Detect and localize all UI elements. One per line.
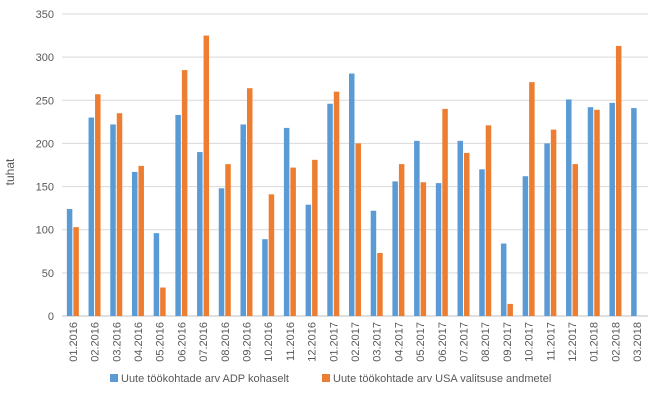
bar-adp-05.2017	[414, 140, 420, 316]
bar-adp-06.2016	[175, 114, 181, 316]
bar-usa-05.2016	[160, 287, 166, 316]
x-tick-label: 10.2016	[263, 322, 275, 362]
y-tick-label: 150	[36, 182, 54, 194]
x-tick-label: 05.2016	[155, 322, 167, 362]
bar-usa-01.2016	[73, 227, 79, 316]
bar-usa-02.2016	[95, 94, 101, 316]
bar-adp-01.2017	[327, 103, 333, 316]
bar-adp-12.2017	[566, 99, 572, 317]
bar-usa-02.2017	[355, 143, 361, 316]
bar-adp-04.2016	[131, 171, 138, 316]
y-tick-label: 200	[36, 138, 54, 150]
x-tick-label: 05.2017	[415, 322, 427, 362]
bar-usa-11.2017	[550, 129, 557, 316]
legend-label: Uute töökohtade arv USA valitsuse andmet…	[333, 373, 551, 385]
bar-usa-07.2016	[203, 35, 210, 316]
axes: 0 50 100 150 200 250 300 350 01.2016 02.2016 03.20…	[36, 9, 645, 362]
x-tick-label: 03.2017	[372, 322, 384, 362]
bar-adp-10.2016	[262, 239, 268, 316]
bar-usa-09.2017	[507, 303, 513, 316]
bar-adp-12.2016	[305, 204, 312, 316]
bars	[66, 35, 637, 317]
bar-usa-01.2017	[333, 91, 340, 317]
bar-usa-09.2016	[246, 88, 253, 316]
bar-usa-06.2017	[442, 108, 448, 317]
bar-usa-08.2016	[225, 164, 231, 316]
x-tick-label: 04.2016	[133, 322, 145, 362]
y-tick-label: 100	[36, 225, 54, 237]
x-tick-label: 06.2017	[437, 322, 449, 362]
bar-usa-04.2016	[138, 165, 144, 316]
bar-adp-04.2017	[392, 181, 398, 316]
x-tick-label: 03.2016	[111, 322, 123, 362]
x-tick-label: 10.2017	[524, 322, 536, 362]
bar-usa-06.2016	[181, 70, 188, 316]
x-tick-label: 12.2017	[567, 322, 579, 362]
legend-swatch	[322, 374, 330, 382]
bar-usa-08.2017	[485, 125, 492, 317]
x-tick-label: 11.2017	[545, 322, 557, 361]
x-tick-label: 08.2016	[220, 322, 232, 362]
bar-adp-02.2018	[609, 102, 615, 316]
legend: Uute töökohtade arv ADP kohaselt Uute töö…	[110, 373, 551, 385]
bar-usa-02.2018	[615, 45, 622, 316]
bar-usa-07.2017	[464, 152, 470, 316]
bar-usa-10.2016	[268, 194, 275, 316]
x-tick-label: 12.2016	[307, 322, 319, 362]
bar-adp-09.2016	[240, 124, 246, 317]
bar-usa-12.2016	[312, 159, 318, 316]
x-tick-label: 02.2016	[90, 322, 102, 362]
bar-adp-07.2016	[197, 152, 203, 316]
bar-usa-04.2017	[398, 164, 405, 316]
y-tick-label: 250	[36, 95, 54, 107]
bar-adp-03.2016	[110, 124, 116, 317]
bar-adp-02.2017	[349, 73, 355, 316]
legend-label: Uute töökohtade arv ADP kohaselt	[121, 373, 289, 385]
bar-usa-11.2016	[290, 167, 296, 316]
gridlines	[62, 13, 648, 317]
x-tick-label: 07.2017	[459, 322, 471, 362]
x-tick-label: 07.2016	[198, 322, 210, 362]
bar-adp-11.2017	[544, 143, 550, 316]
x-tick-label: 01.2018	[589, 322, 601, 362]
bar-adp-01.2018	[587, 107, 594, 316]
bar-usa-12.2017	[572, 164, 579, 316]
bar-adp-05.2016	[153, 233, 160, 316]
x-tick-label: 01.2017	[328, 322, 340, 362]
x-tick-label: 03.2018	[632, 322, 644, 362]
x-tick-label: 09.2016	[241, 322, 253, 362]
x-tick-label: 08.2017	[480, 322, 492, 362]
x-tick-label: 02.2017	[350, 322, 362, 362]
bar-adp-03.2017	[370, 210, 377, 316]
bar-adp-01.2016	[66, 209, 73, 316]
bar-adp-06.2017	[435, 183, 442, 316]
x-tick-label: 02.2018	[610, 322, 622, 362]
bar-usa-10.2017	[529, 82, 535, 316]
bar-adp-07.2017	[457, 140, 464, 316]
x-tick-label: 11.2016	[285, 322, 297, 361]
x-tick-label: 01.2016	[68, 322, 80, 362]
x-tick-label: 09.2017	[502, 322, 514, 362]
bar-adp-09.2017	[500, 243, 507, 316]
y-tick-label: 50	[42, 268, 54, 280]
y-tick-label: 300	[36, 52, 54, 64]
bar-usa-05.2017	[420, 182, 427, 316]
y-tick-label: 0	[48, 311, 54, 323]
y-axis-title: tuhat	[3, 158, 17, 185]
bar-usa-01.2018	[594, 109, 600, 316]
bar-adp-03.2018	[631, 108, 637, 317]
x-tick-label: 04.2017	[393, 322, 405, 362]
bar-adp-10.2017	[522, 176, 529, 316]
legend-swatch	[110, 374, 118, 382]
bar-adp-02.2016	[88, 117, 95, 317]
bar-adp-08.2017	[479, 169, 485, 316]
bar-adp-11.2016	[283, 127, 290, 316]
bar-usa-03.2016	[116, 113, 123, 316]
bar-adp-08.2016	[218, 188, 225, 316]
bar-usa-03.2017	[377, 253, 383, 316]
x-tick-label: 06.2016	[176, 322, 188, 362]
y-tick-label: 350	[36, 9, 54, 21]
